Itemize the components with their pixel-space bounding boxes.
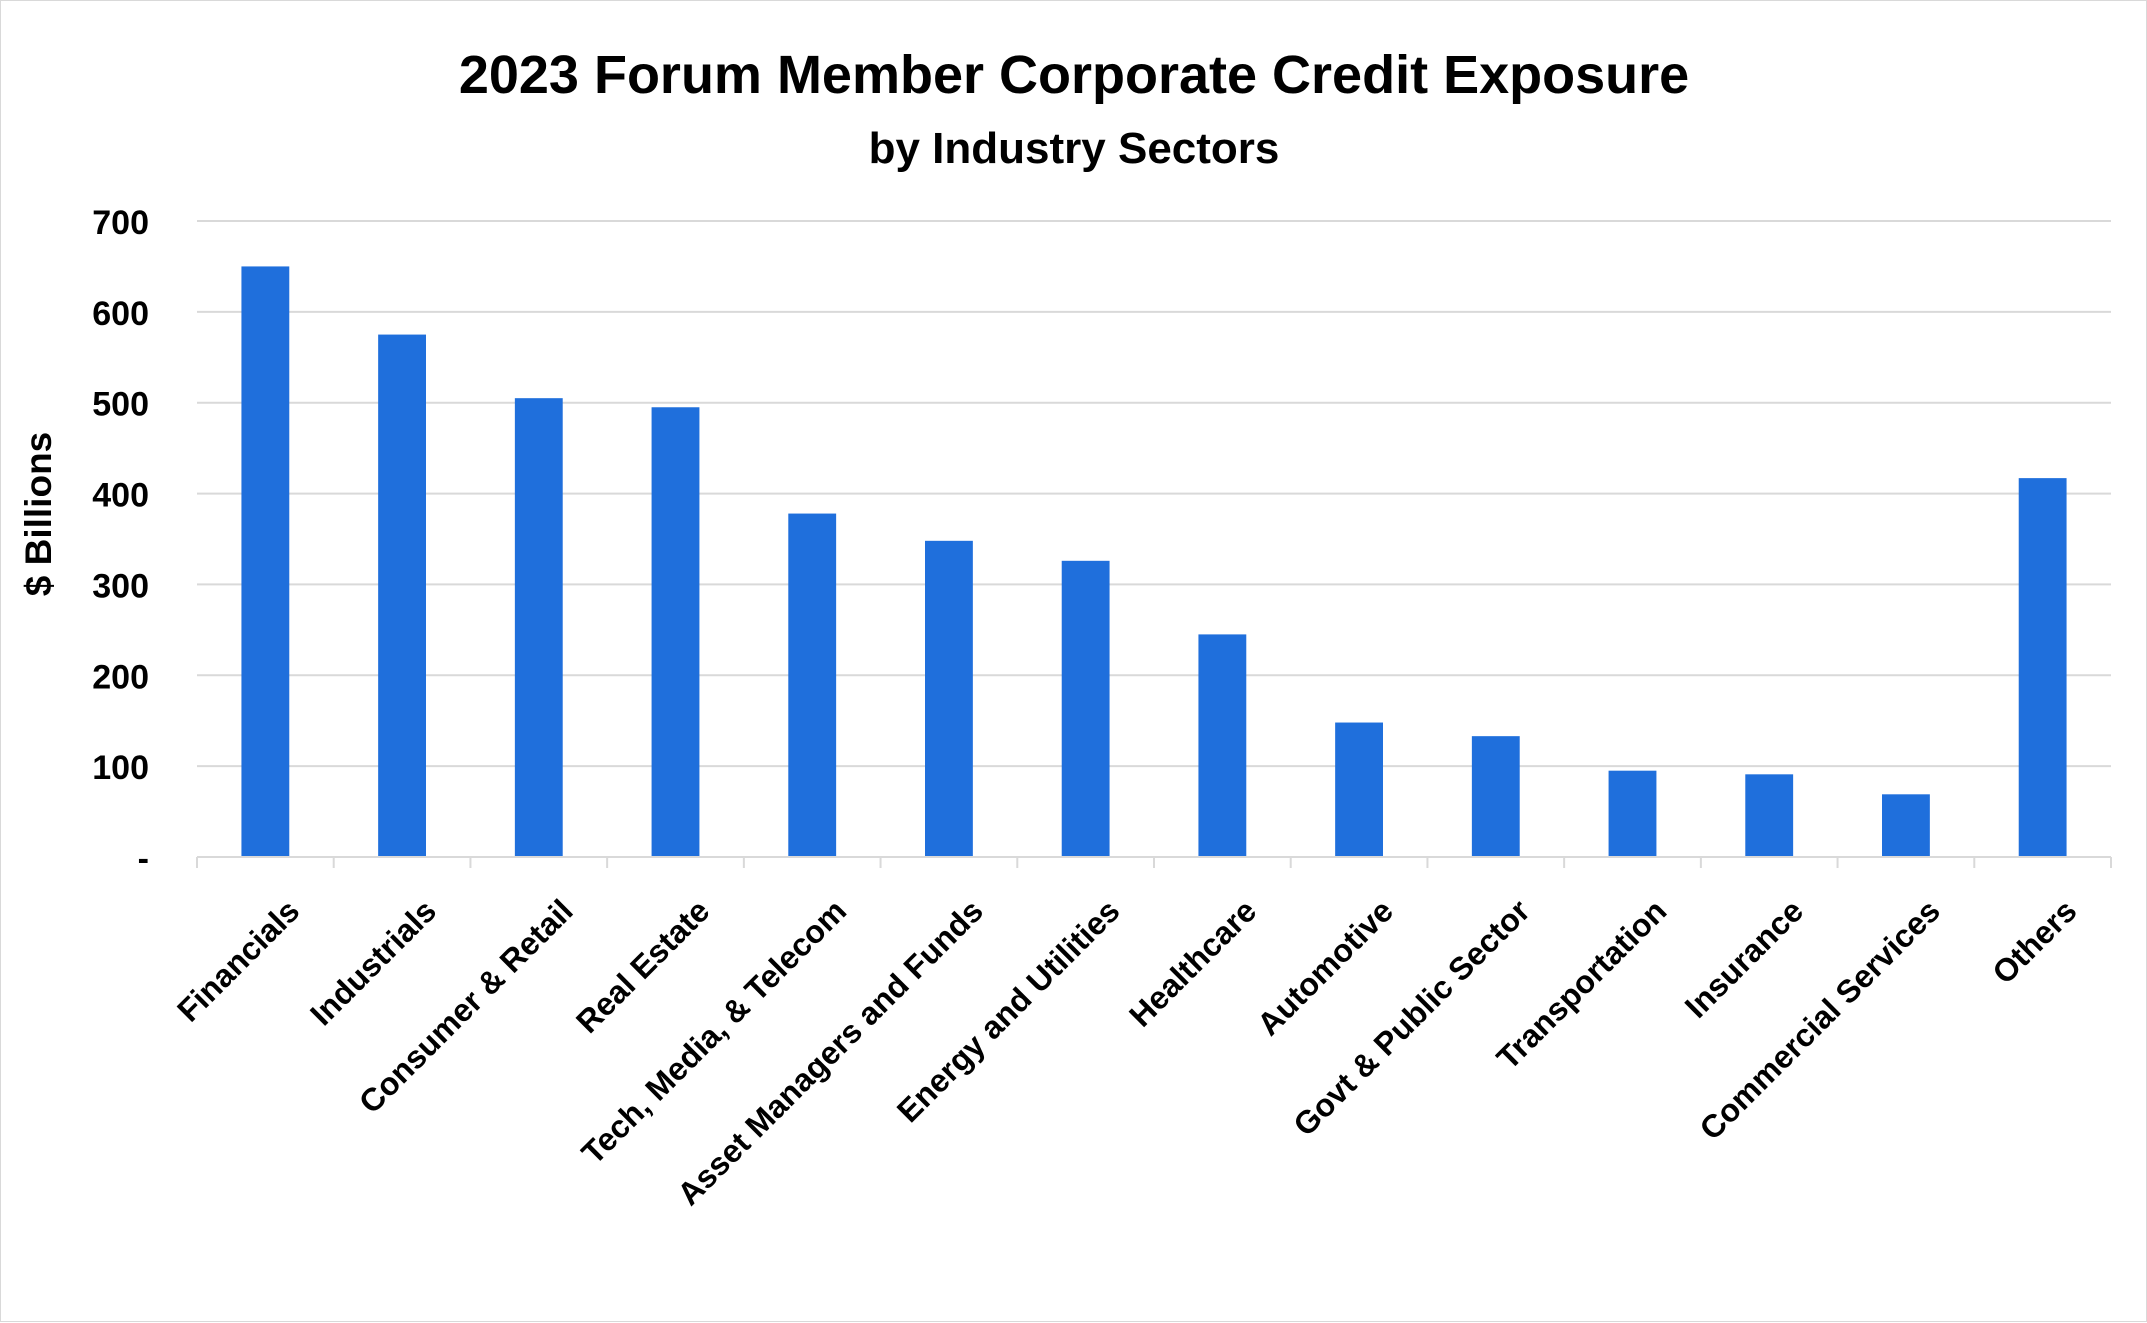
y-tick-label: 500 <box>92 386 149 424</box>
x-tick-label: Govt & Public Sector <box>1286 892 1537 1143</box>
bar <box>1745 774 1794 857</box>
y-axis-label: $ Billions <box>18 432 59 596</box>
x-tick-label: Automotive <box>1250 892 1400 1042</box>
bar <box>1335 722 1383 857</box>
y-tick-label: - <box>138 840 149 878</box>
x-tick-label: Insurance <box>1678 892 1810 1024</box>
bar <box>1198 634 1247 857</box>
x-axis <box>196 856 2112 868</box>
y-tick-label: 200 <box>92 658 149 696</box>
bar <box>1061 560 1110 857</box>
x-tick-label: Tech, Media, & Telecom <box>575 892 854 1171</box>
y-tick-label: 400 <box>92 477 149 515</box>
y-tick-label: 300 <box>92 567 149 605</box>
bar <box>651 407 700 857</box>
y-axis-ticks: - 100 200 300 400 500 600 700 <box>92 204 149 878</box>
x-tick-label: Others <box>1985 892 2083 990</box>
x-tick-label: Real Estate <box>569 892 716 1039</box>
y-tick-label: 600 <box>92 295 149 333</box>
bar <box>1471 736 1520 857</box>
y-tick-label: 100 <box>92 749 149 787</box>
bar <box>788 513 837 857</box>
bar <box>1608 770 1657 857</box>
x-tick-label: Industrials <box>303 892 443 1032</box>
gridlines <box>197 220 2111 768</box>
x-tick-label: Healthcare <box>1122 892 1263 1033</box>
y-tick-label: 700 <box>92 204 149 242</box>
bar <box>514 398 563 857</box>
chart-subtitle: by Industry Sectors <box>869 124 1280 173</box>
x-tick-label: Energy and Utilities <box>890 892 1127 1129</box>
x-tick-label: Commercial Services <box>1692 892 1946 1146</box>
chart-title: 2023 Forum Member Corporate Credit Expos… <box>459 45 1689 105</box>
bar <box>1882 794 1930 857</box>
x-tick-label: Financials <box>170 892 306 1028</box>
bar <box>925 540 973 857</box>
bar <box>2018 478 2067 857</box>
bar <box>378 334 426 858</box>
bars <box>241 266 2067 858</box>
bar <box>241 266 290 857</box>
